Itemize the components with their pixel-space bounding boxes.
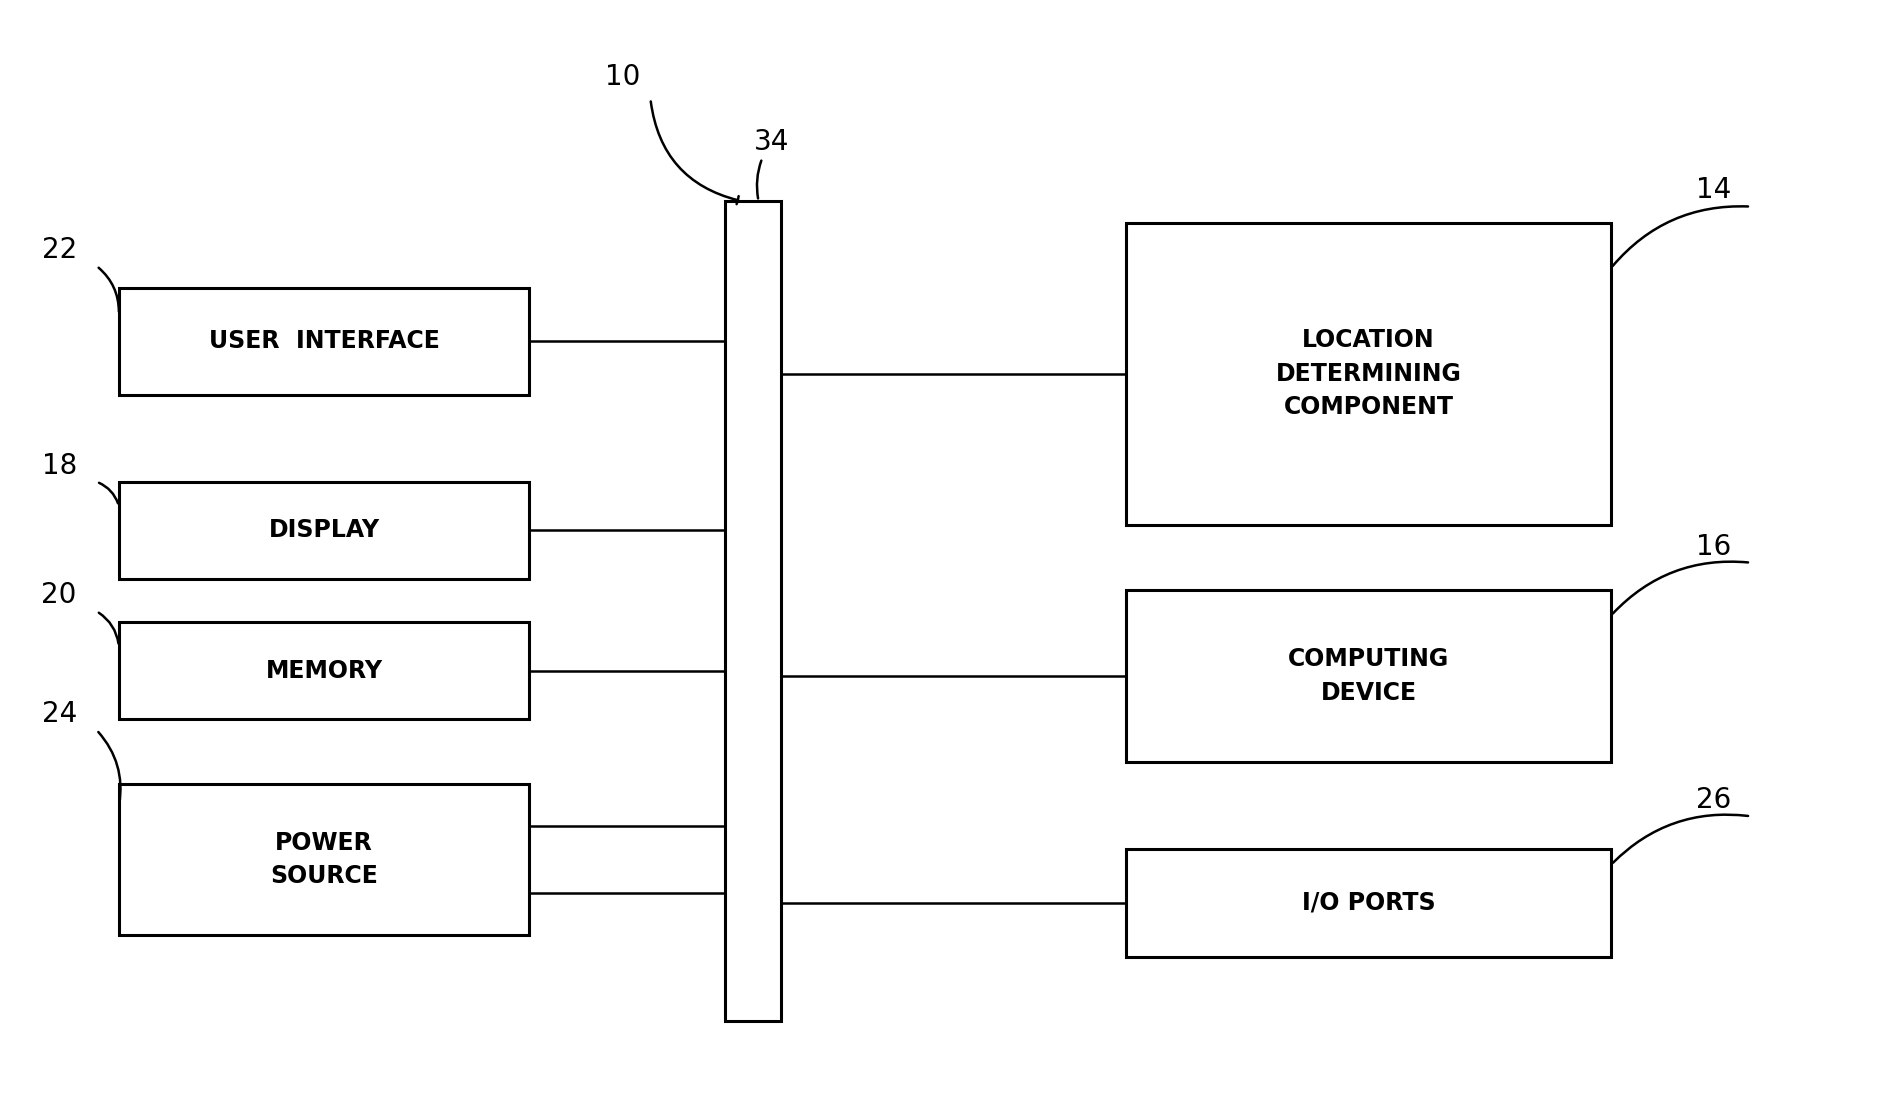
Text: 34: 34	[753, 128, 789, 156]
Text: LOCATION
DETERMINING
COMPONENT: LOCATION DETERMINING COMPONENT	[1276, 328, 1462, 420]
Text: 10: 10	[605, 63, 641, 91]
Bar	[725, 201, 782, 1021]
Bar	[118, 622, 530, 719]
Bar	[1126, 223, 1610, 525]
Text: MEMORY: MEMORY	[265, 659, 383, 683]
Bar	[1126, 848, 1610, 956]
Text: 26: 26	[1697, 786, 1731, 814]
Text: DISPLAY: DISPLAY	[269, 518, 380, 542]
Bar	[118, 482, 530, 579]
Text: COMPUTING
DEVICE: COMPUTING DEVICE	[1287, 647, 1449, 705]
Text: USER  INTERFACE: USER INTERFACE	[209, 329, 440, 353]
Text: I/O PORTS: I/O PORTS	[1302, 891, 1436, 915]
Text: 20: 20	[41, 581, 77, 609]
Text: 22: 22	[41, 236, 77, 263]
Text: POWER
SOURCE: POWER SOURCE	[271, 831, 378, 889]
Text: 14: 14	[1697, 176, 1731, 204]
Text: 18: 18	[41, 451, 77, 480]
Text: 24: 24	[41, 700, 77, 728]
Bar	[1126, 589, 1610, 762]
Bar	[118, 784, 530, 935]
Bar	[118, 287, 530, 396]
Text: 16: 16	[1697, 532, 1731, 561]
